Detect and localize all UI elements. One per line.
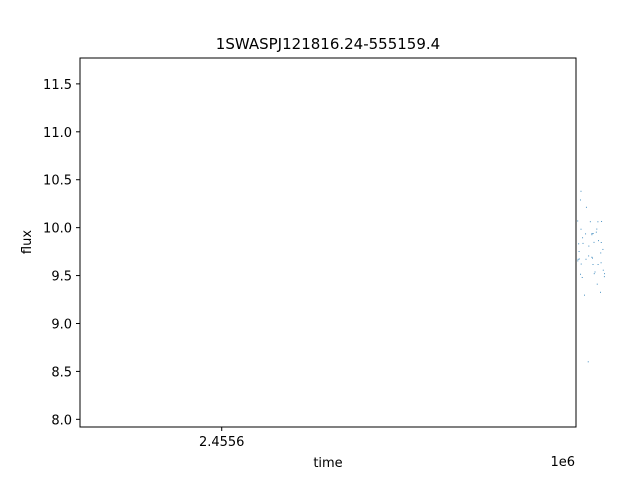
data-point [604, 273, 606, 275]
data-point [600, 252, 602, 254]
data-point [600, 262, 602, 264]
plot-frame [79, 57, 577, 428]
data-point [591, 256, 593, 258]
data-point [600, 291, 601, 293]
x-axis: 2.45562.45572.45582.45592.45602.4561 [199, 427, 245, 450]
y-tick-label: 11.0 [43, 126, 72, 141]
data-point [588, 245, 590, 247]
data-point [595, 231, 597, 233]
data-point [596, 228, 598, 230]
data-point [582, 242, 584, 244]
chart-title: 1SWASPJ121816.24-555159.4 [216, 35, 440, 53]
data-point [593, 273, 595, 275]
y-tick-label: 8.5 [51, 365, 72, 380]
y-tick-label: 9.5 [51, 270, 72, 285]
data-point [585, 206, 587, 208]
data-point [601, 220, 603, 222]
data-point [580, 190, 582, 192]
y-axis-label: flux [20, 230, 35, 254]
x-axis-label: time [313, 456, 342, 471]
y-tick-label: 8.0 [51, 413, 72, 428]
data-point [587, 361, 589, 363]
data-point [584, 294, 585, 296]
data-point [591, 234, 593, 236]
x-axis-offset-label: 1e6 [550, 455, 575, 470]
data-point [580, 228, 582, 230]
data-points [577, 190, 606, 363]
data-point [577, 220, 579, 222]
data-point [578, 251, 580, 252]
data-point [603, 276, 605, 278]
data-point [602, 269, 604, 271]
data-point [602, 248, 604, 250]
y-tick-label: 10.5 [43, 174, 72, 189]
data-point [594, 271, 596, 273]
data-point [585, 258, 587, 260]
y-tick-label: 11.5 [43, 78, 72, 93]
data-point [589, 221, 591, 223]
data-point [597, 264, 599, 265]
data-point [582, 237, 584, 239]
data-point [580, 263, 582, 265]
data-point [585, 233, 587, 235]
y-tick-label: 10.0 [43, 222, 72, 237]
data-point [592, 264, 594, 265]
data-point [597, 221, 599, 223]
data-point [591, 233, 593, 235]
data-point [577, 260, 579, 262]
data-point [593, 241, 595, 243]
y-axis: 8.0 8.5 9.0 9.5 10.0 10.5 11.0 11.5 [43, 78, 80, 428]
data-point [598, 240, 599, 242]
x-tick-label: 2.4556 [199, 435, 245, 450]
data-point [588, 255, 590, 257]
data-point [577, 258, 579, 260]
y-tick-label: 9.0 [51, 317, 72, 332]
data-point [579, 199, 581, 201]
data-point [581, 276, 583, 278]
data-point [596, 283, 598, 285]
data-point [578, 243, 580, 245]
data-point [580, 273, 581, 275]
data-point [578, 258, 580, 260]
data-point [592, 233, 594, 235]
data-point [591, 257, 593, 259]
data-point [600, 242, 602, 243]
